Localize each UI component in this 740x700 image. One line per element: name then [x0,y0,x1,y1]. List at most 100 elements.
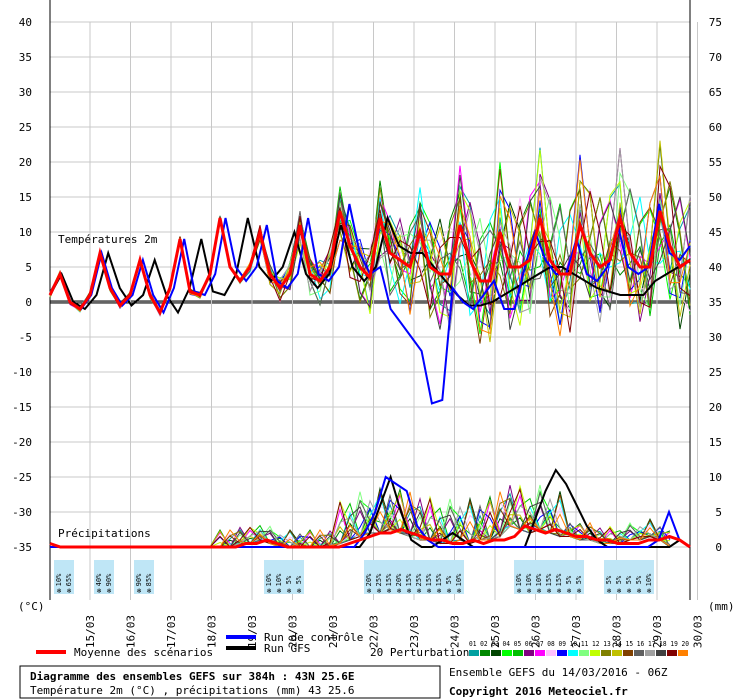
snowflake-icon: ❄ [517,587,521,595]
snow-cell [284,560,294,594]
snow-pct-label: 90% [135,573,143,586]
y-left-tick: 40 [19,16,32,29]
perturb-swatch [568,650,578,656]
snowflake-icon: ❄ [287,587,291,595]
snowflake-icon: ❄ [457,587,461,595]
footer-title: Diagramme des ensembles GEFS sur 384h : … [30,670,355,683]
y-axis-left: 40 35 30 25 20 15 10 5 0 -5 -10 -15 -20 -25 -30 -35 [12,16,32,554]
perturb-swatch [513,650,523,656]
y-left-tick: -25 [12,471,32,484]
snow-pct-label: 15% [385,573,393,586]
snow-pct-label: 65% [65,573,73,586]
perturb-swatch [579,650,589,656]
snowflake-icon: ❄ [437,587,441,595]
snowflake-icon: ❄ [67,587,71,595]
snow-cell [514,560,524,594]
x-axis: 15/03 16/03 17/03 18/03 19/03 20/03 21/03 22/03… [84,615,705,648]
y-left-tick: -20 [12,436,32,449]
snowflake-icon: ❄ [577,587,581,595]
snowflake-icon: ❄ [537,587,541,595]
mean-precip-line [49,524,691,549]
snow-pct-label: 5% [285,575,293,584]
perturb-swatch [678,650,688,656]
snow-cell [94,560,104,594]
perturb-swatch [667,650,677,656]
snow-pct-label: 5% [605,575,613,584]
snow-pct-label: 5% [575,575,583,584]
snow-pct-label: 15% [435,573,443,586]
y-left-tick: 35 [19,51,32,64]
snow-pct-label: 10% [515,573,523,586]
snow-pct-label: 10% [525,573,533,586]
snowflake-icon: ❄ [57,587,61,595]
y-left-tick: -35 [12,541,32,554]
x-tick-label: 26/03 [530,615,543,648]
x-tick-label: 20/03 [287,615,300,648]
perturb-swatch [535,650,545,656]
x-tick-label: 29/03 [651,615,664,648]
snowflake-icon: ❄ [607,587,611,595]
y-left-tick: 20 [19,156,32,169]
y-right-tick: 45 [709,226,722,239]
y-right-tick: 30 [709,331,722,344]
snow-cell [444,560,454,594]
x-tick-label: 18/03 [206,615,219,648]
x-tick-label: 23/03 [408,615,421,648]
main-lines [48,203,691,549]
x-tick-label: 21/03 [327,615,340,648]
snowflake-icon: ❄ [387,587,391,595]
snowflake-icon: ❄ [427,587,431,595]
y-left-tick: -30 [12,506,32,519]
snowflake-icon: ❄ [397,587,401,595]
snowflake-icon: ❄ [547,587,551,595]
y-right-tick: 65 [709,86,722,99]
y-right-tick: 35 [709,296,722,309]
perturb-swatch [634,650,644,656]
legend-mean-label: Moyenne des scénarios [74,646,213,659]
x-tick-label: 27/03 [570,615,583,648]
y-left-unit: (°C) [18,600,45,613]
snow-cell [424,560,434,594]
perturb-swatch [601,650,611,656]
snow-pct-label: 5% [445,575,453,584]
y-right-tick: 20 [709,401,722,414]
perturb-swatch [645,650,655,656]
snow-pct-label: 25% [375,573,383,586]
snowflake-icon: ❄ [557,587,561,595]
x-tick-label: 19/03 [246,615,259,648]
snow-cell [564,560,574,594]
snow-cell [454,560,464,594]
snow-cell [574,560,584,594]
snowflake-icon: ❄ [567,587,571,595]
y-right-tick: 50 [709,191,722,204]
snow-pct-label: 5% [635,575,643,584]
snowflake-icon: ❄ [417,587,421,595]
snow-pct-label: 15% [405,573,413,586]
snow-cell [64,560,74,594]
snow-cell [644,560,654,594]
y-right-tick: 5 [715,506,722,519]
snow-cell [534,560,544,594]
snow-cell [624,560,634,594]
snow-pct-label: 90% [105,573,113,586]
snow-cell [554,560,564,594]
snow-cell [294,560,304,594]
y-left-tick: 15 [19,191,32,204]
precip-section-label: Précipitations [58,527,151,540]
y-left-tick: 30 [19,86,32,99]
y-right-tick: 10 [709,471,722,484]
legend-gfs-label: Run GFS [264,642,310,655]
y-left-tick: -5 [19,331,32,344]
snow-pct-label: 85% [145,573,153,586]
snow-pct-label: 40% [95,573,103,586]
snow-pct-label: 5% [625,575,633,584]
y-right-tick: 70 [709,51,722,64]
snow-cell [104,560,114,594]
snow-cell [404,560,414,594]
perturb-swatch [623,650,633,656]
x-tick-label: 15/03 [84,615,97,648]
y-left-tick: 10 [19,226,32,239]
snow-cell [144,560,154,594]
